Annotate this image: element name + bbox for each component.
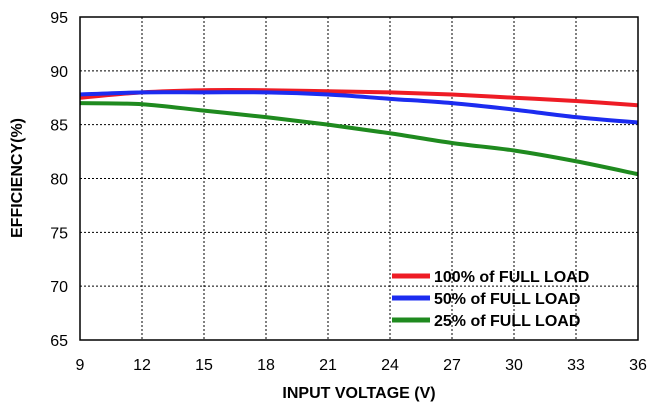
legend-label-3: 25% of FULL LOAD xyxy=(434,313,580,330)
x-tick-label: 12 xyxy=(133,357,151,374)
y-tick-label: 70 xyxy=(50,279,68,296)
series-line-2 xyxy=(79,90,639,125)
x-tick-label: 27 xyxy=(443,357,461,374)
x-tick-label: 36 xyxy=(629,357,647,374)
y-tick-label: 85 xyxy=(50,118,68,135)
legend-label-1: 100% of FULL LOAD xyxy=(434,269,589,286)
x-tick-label: 21 xyxy=(319,357,337,374)
x-tick-label: 9 xyxy=(76,357,85,374)
plot-border xyxy=(79,16,639,341)
x-tick-label: 15 xyxy=(195,357,213,374)
x-tick-labels: 9 12 15 18 21 24 27 30 33 36 xyxy=(76,357,647,374)
series-lines xyxy=(79,88,639,177)
y-tick-label: 65 xyxy=(50,333,68,350)
y-axis-title: EFFICIENCY(%) xyxy=(9,118,26,238)
y-tick-labels: 65 70 75 80 85 90 95 xyxy=(50,10,68,350)
legend-label-2: 50% of FULL LOAD xyxy=(434,291,580,308)
grid xyxy=(80,17,638,340)
y-tick-label: 90 xyxy=(50,64,68,81)
x-axis-title: INPUT VOLTAGE (V) xyxy=(282,385,435,402)
x-tick-label: 24 xyxy=(381,357,399,374)
x-tick-label: 18 xyxy=(257,357,275,374)
y-tick-label: 75 xyxy=(50,225,68,242)
legend: 100% of FULL LOAD 50% of FULL LOAD 25% of … xyxy=(392,269,589,330)
y-tick-label: 80 xyxy=(50,172,68,189)
series-line-3 xyxy=(79,101,639,177)
x-tick-label: 30 xyxy=(505,357,523,374)
x-tick-label: 33 xyxy=(567,357,585,374)
y-tick-label: 95 xyxy=(50,10,68,27)
